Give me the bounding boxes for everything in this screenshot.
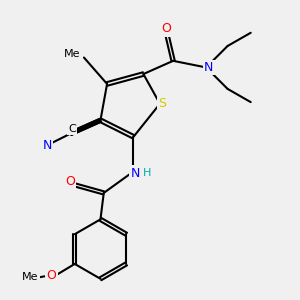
Text: C: C bbox=[68, 124, 76, 134]
Text: S: S bbox=[158, 97, 166, 110]
Text: H: H bbox=[143, 168, 152, 178]
Text: O: O bbox=[162, 22, 171, 35]
Text: Me: Me bbox=[22, 272, 38, 282]
Text: N: N bbox=[204, 61, 214, 74]
Text: O: O bbox=[65, 175, 75, 188]
Text: N: N bbox=[42, 139, 52, 152]
Text: O: O bbox=[47, 269, 56, 282]
Text: Me: Me bbox=[64, 49, 81, 59]
Text: N: N bbox=[130, 167, 140, 180]
